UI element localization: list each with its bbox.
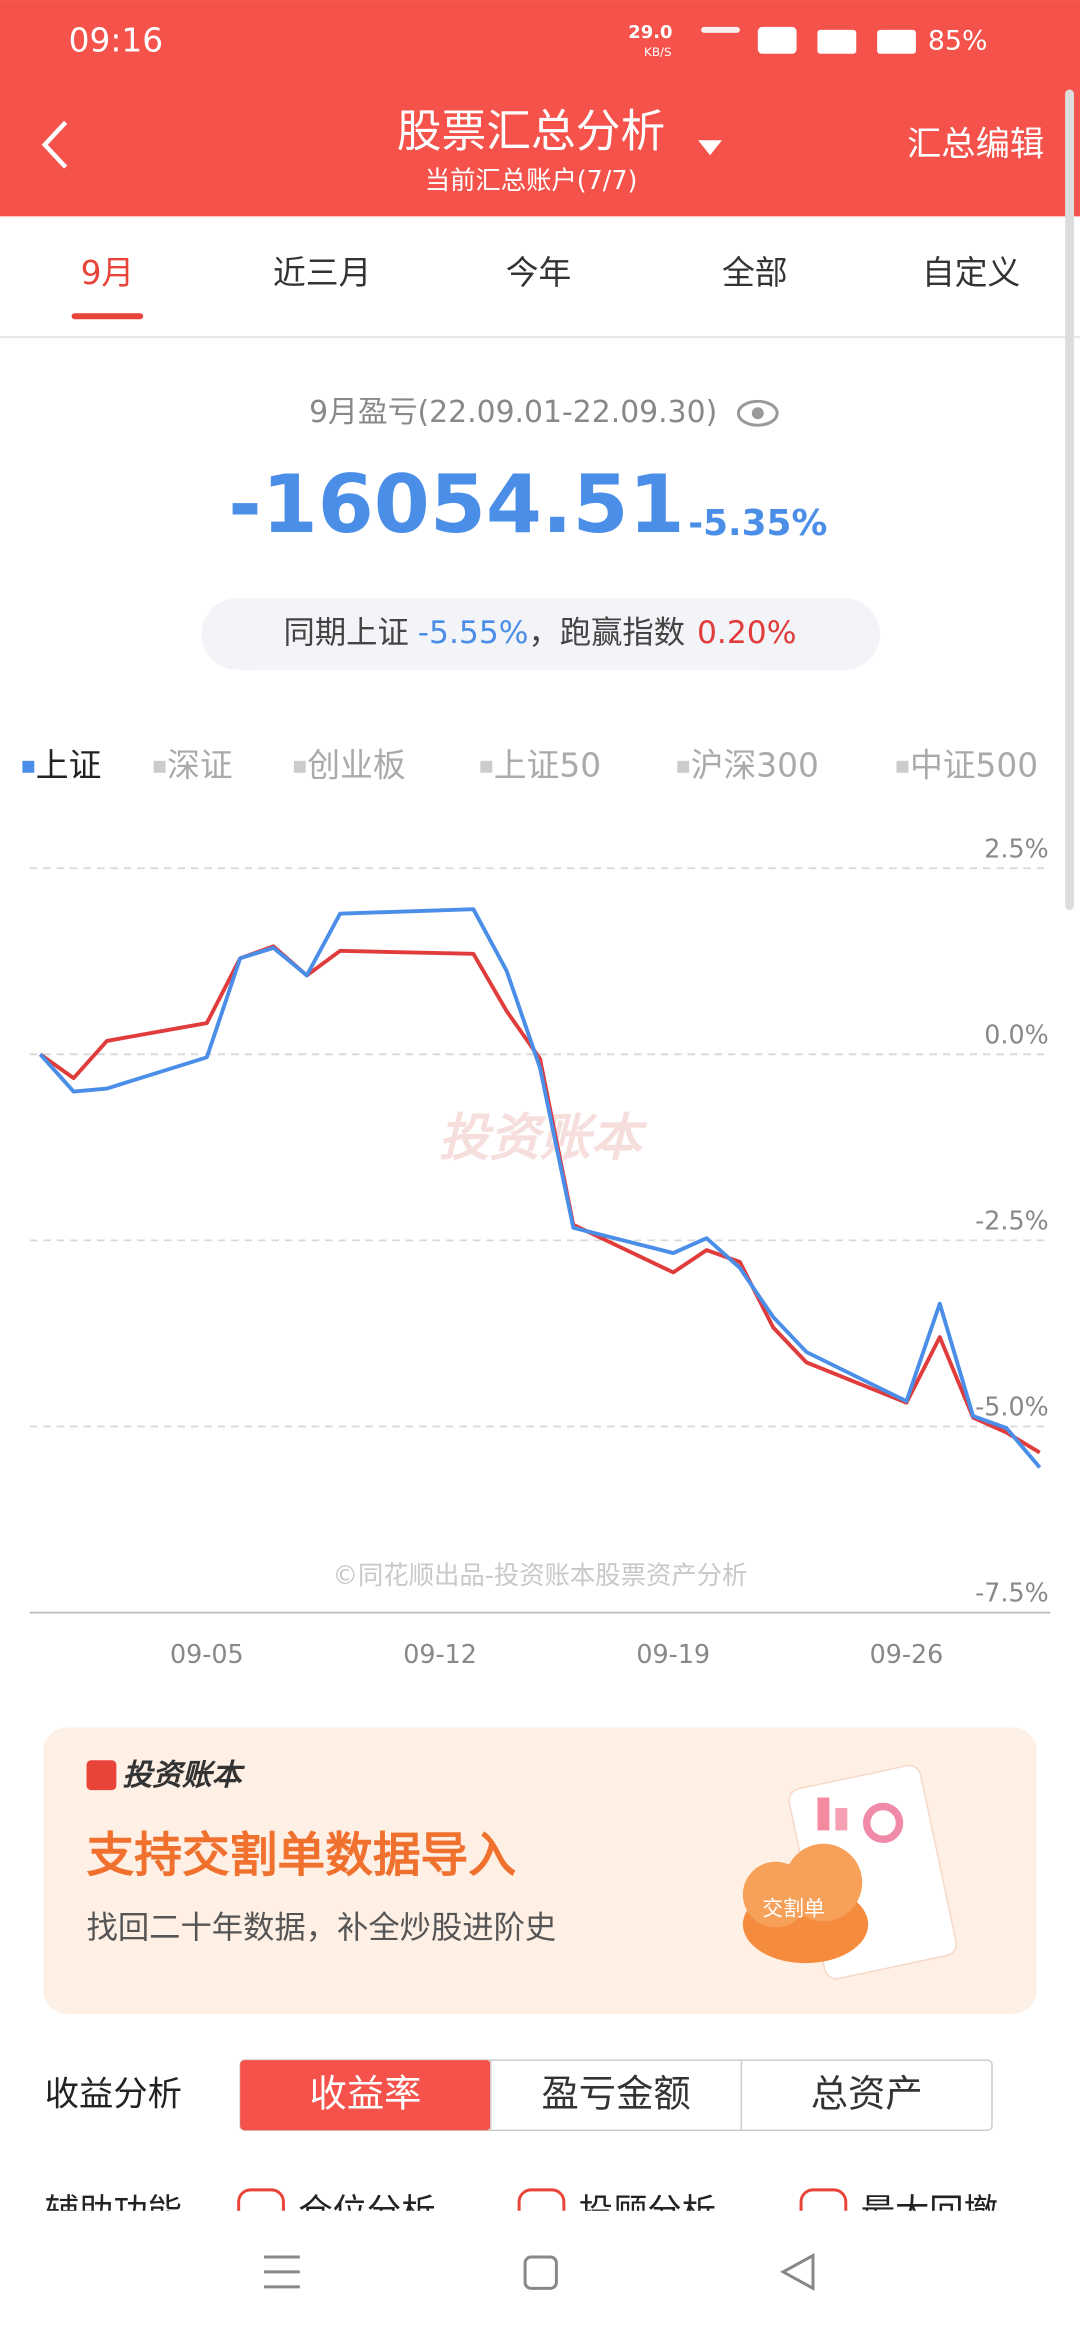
segmented-control: 收益率 盈亏金额 总资产 — [239, 2059, 993, 2131]
legend-swatch — [153, 760, 166, 773]
legend-swatch — [896, 760, 909, 773]
compare-text: 同期上证 -5.55%，跑赢指数 0.20% — [284, 615, 797, 651]
header-subtitle: 当前汇总账户(7/7) — [425, 165, 638, 195]
legend-item[interactable]: 上证50 — [494, 746, 601, 784]
legend-swatch — [677, 760, 690, 773]
status-battery: 85% — [928, 25, 988, 56]
x-tick-label: 09-19 — [636, 1639, 710, 1669]
y-tick-label: 0.0% — [984, 1019, 1048, 1049]
tab-indicator — [71, 313, 144, 320]
nav-bar — [0, 2210, 1080, 2340]
tab[interactable]: 自定义 — [922, 254, 1020, 292]
status-speed: 29.0 — [628, 22, 672, 43]
tab[interactable]: 9月 — [81, 254, 135, 292]
header-title[interactable]: 股票汇总分析 — [397, 104, 665, 157]
legend-item[interactable]: 中证500 — [910, 746, 1038, 784]
header-action[interactable]: 汇总编辑 — [907, 125, 1044, 165]
watermark: 投资账本 — [439, 1108, 648, 1167]
profit-amount: -16054.51 — [228, 457, 684, 551]
y-tick-label: -5.0% — [975, 1392, 1049, 1422]
legend-item[interactable]: 深证 — [167, 746, 233, 784]
tabs: 9月 近三月 今年 全部 自定义 — [71, 254, 1020, 320]
title-dropdown[interactable] — [698, 140, 722, 156]
nav-back[interactable] — [780, 2252, 815, 2291]
tab[interactable]: 全部 — [722, 254, 788, 292]
banner-headline: 支持交割单数据导入 — [87, 1829, 517, 1884]
series-line — [39, 944, 1041, 1455]
compare-value: -5.55% — [418, 615, 529, 651]
segment-option[interactable]: 收益率 — [310, 2071, 422, 2115]
legend-item[interactable]: 上证 — [36, 746, 102, 784]
series-line — [38, 907, 1042, 1469]
nav-icons — [264, 2252, 815, 2291]
period-label: 9月盈亏(22.09.01-22.09.30) — [309, 395, 717, 430]
y-tick-label: 2.5% — [984, 833, 1048, 863]
back-button[interactable] — [41, 120, 68, 169]
eye-icon[interactable] — [736, 399, 779, 427]
banner-subline: 找回二十年数据，补全炒股进阶史 — [87, 1910, 557, 1946]
chart: 投资账本 ©同花顺出品-投资账本股票资产分析 2.5% 0.0% -2.5% -5.0% -… — [29, 833, 1051, 1669]
x-tick-label: 09-26 — [870, 1639, 944, 1669]
banner-illustration: 交割单 — [742, 1764, 957, 1980]
status-icons — [701, 26, 916, 54]
tab[interactable]: 今年 — [506, 254, 572, 292]
tab[interactable]: 近三月 — [273, 254, 371, 292]
legend-item[interactable]: 沪深300 — [691, 746, 819, 784]
segment-active[interactable] — [240, 2060, 491, 2131]
x-tick-label: 09-12 — [403, 1639, 477, 1669]
compare-diff: 0.20% — [697, 615, 796, 651]
scrollbar — [1065, 89, 1075, 910]
segment-option[interactable]: 盈亏金额 — [542, 2071, 691, 2115]
y-tick-label: -7.5% — [975, 1578, 1049, 1608]
profit-rate: -5.35% — [688, 503, 827, 544]
legend-swatch — [480, 760, 493, 773]
banner-brand: 投资账本 — [122, 1758, 245, 1793]
compare-mid: ，跑赢指数 — [529, 615, 686, 651]
status-time: 09:16 — [69, 21, 164, 59]
nav-home[interactable] — [523, 2255, 558, 2290]
y-tick-label: -2.5% — [975, 1206, 1049, 1236]
nav-menu[interactable] — [264, 2255, 300, 2289]
analysis-label: 收益分析 — [45, 2074, 182, 2114]
x-tick-label: 09-05 — [170, 1639, 244, 1669]
banner-badge: 交割单 — [762, 1896, 825, 1920]
legend-swatch — [22, 760, 35, 773]
chart-footnote: ©同花顺出品-投资账本股票资产分析 — [333, 1560, 748, 1590]
segment-option[interactable]: 总资产 — [811, 2071, 923, 2115]
compare-pill — [201, 598, 881, 670]
legend-swatch — [293, 760, 306, 773]
legend: 上证 深证 创业板 上证50 沪深300 中证500 — [22, 746, 1038, 784]
status-speed-unit: KB/S — [644, 45, 672, 59]
compare-prefix: 同期上证 — [284, 615, 409, 651]
legend-item[interactable]: 创业板 — [307, 746, 405, 784]
brand-logo — [86, 1760, 117, 1791]
